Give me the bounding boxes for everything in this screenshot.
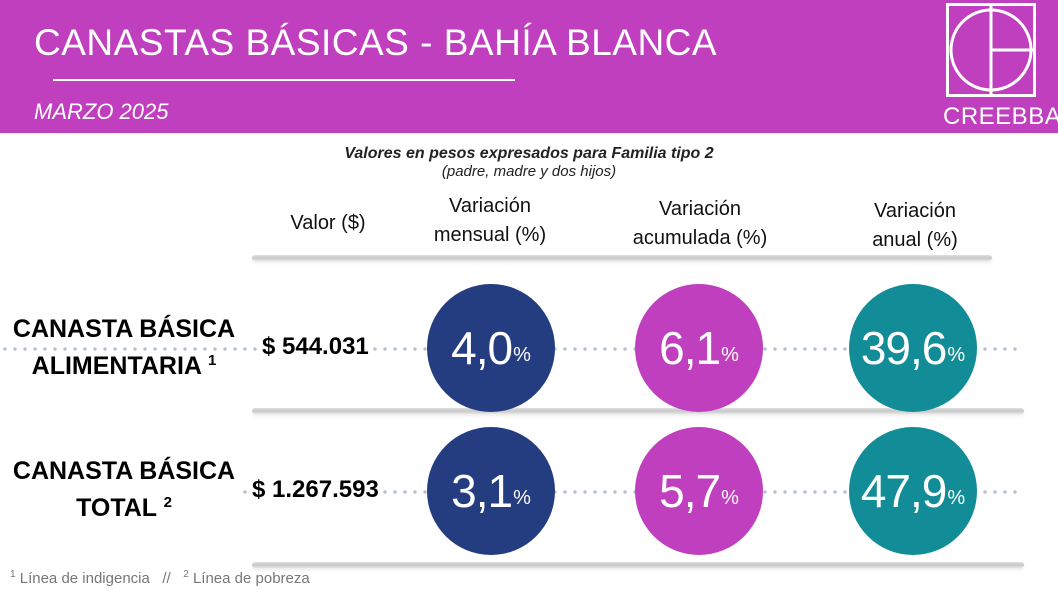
footnote-text: Línea de pobreza xyxy=(192,570,310,587)
divider xyxy=(252,408,1024,414)
footnote-text: Línea de indigencia xyxy=(19,570,150,587)
percent-sign: % xyxy=(513,486,531,509)
row-label-line: ALIMENTARIA xyxy=(31,352,202,380)
footnote-separator: // xyxy=(162,570,171,587)
anual-circle: 39,6% xyxy=(849,284,977,412)
anual-value: 39,6 xyxy=(860,322,948,374)
row-label-line: TOTAL xyxy=(76,494,157,522)
footnote-ref: 1 xyxy=(10,569,16,580)
row-label-alimentaria: CANASTA BÁSICA ALIMENTARIA 1 xyxy=(6,313,242,382)
column-header-line: mensual (%) xyxy=(433,224,547,246)
percent-sign: % xyxy=(721,486,739,509)
footnote-ref: 2 xyxy=(163,494,172,511)
acumulada-circle: 6,1% xyxy=(635,284,763,412)
page-title: CANASTAS BÁSICAS - BAHÍA BLANCA xyxy=(34,22,718,63)
logo-wordmark: CREEBBA xyxy=(943,103,1058,130)
acumulada-circle: 5,7% xyxy=(635,427,763,555)
divider xyxy=(252,255,992,261)
mensual-circle: 3,1% xyxy=(427,427,555,555)
percent-sign: % xyxy=(947,343,966,366)
row-label-total: CANASTA BÁSICA TOTAL 2 xyxy=(6,455,242,524)
column-header-line: Valor ($) xyxy=(290,212,366,234)
percent-sign: % xyxy=(513,343,531,366)
values-note: Valores en pesos expresados para Familia… xyxy=(344,145,714,162)
value-total: $ 1.267.593 xyxy=(248,476,383,504)
mensual-value: 3,1 xyxy=(451,465,513,517)
family-note: (padre, madre y dos hijos) xyxy=(441,163,617,180)
title-underline xyxy=(53,79,515,81)
footnote-ref: 1 xyxy=(208,352,217,369)
percent-sign: % xyxy=(947,486,966,509)
percent-sign: % xyxy=(721,343,739,366)
row-label-line: CANASTA BÁSICA xyxy=(12,315,236,343)
divider xyxy=(252,562,1024,568)
column-header-line: Variación xyxy=(659,198,741,220)
acumulada-value: 6,1 xyxy=(659,322,721,374)
column-header-line: Variación xyxy=(874,200,956,222)
column-header-acumulada: Variación acumulada (%) xyxy=(605,195,795,253)
column-header-line: acumulada (%) xyxy=(632,227,768,249)
column-header-line: anual (%) xyxy=(872,229,958,251)
value-alimentaria: $ 544.031 xyxy=(258,333,373,361)
column-header-line: Variación xyxy=(449,195,531,217)
creebba-logo-icon xyxy=(946,3,1036,97)
period-subtitle: MARZO 2025 xyxy=(34,99,169,124)
column-header-mensual: Variación mensual (%) xyxy=(400,192,580,250)
row-guide-dots xyxy=(240,490,1020,494)
anual-value: 47,9 xyxy=(860,465,948,517)
header-banner xyxy=(0,0,1058,133)
column-header-valor: Valor ($) xyxy=(258,209,398,238)
column-header-anual: Variación anual (%) xyxy=(820,197,1010,255)
mensual-circle: 4,0% xyxy=(427,284,555,412)
footnote-ref: 2 xyxy=(183,569,189,580)
row-label-line: CANASTA BÁSICA xyxy=(12,457,236,485)
anual-circle: 47,9% xyxy=(849,427,977,555)
mensual-value: 4,0 xyxy=(451,322,513,374)
footnotes: 1 Línea de indigencia // 2 Línea de pobr… xyxy=(10,569,310,587)
acumulada-value: 5,7 xyxy=(659,465,721,517)
